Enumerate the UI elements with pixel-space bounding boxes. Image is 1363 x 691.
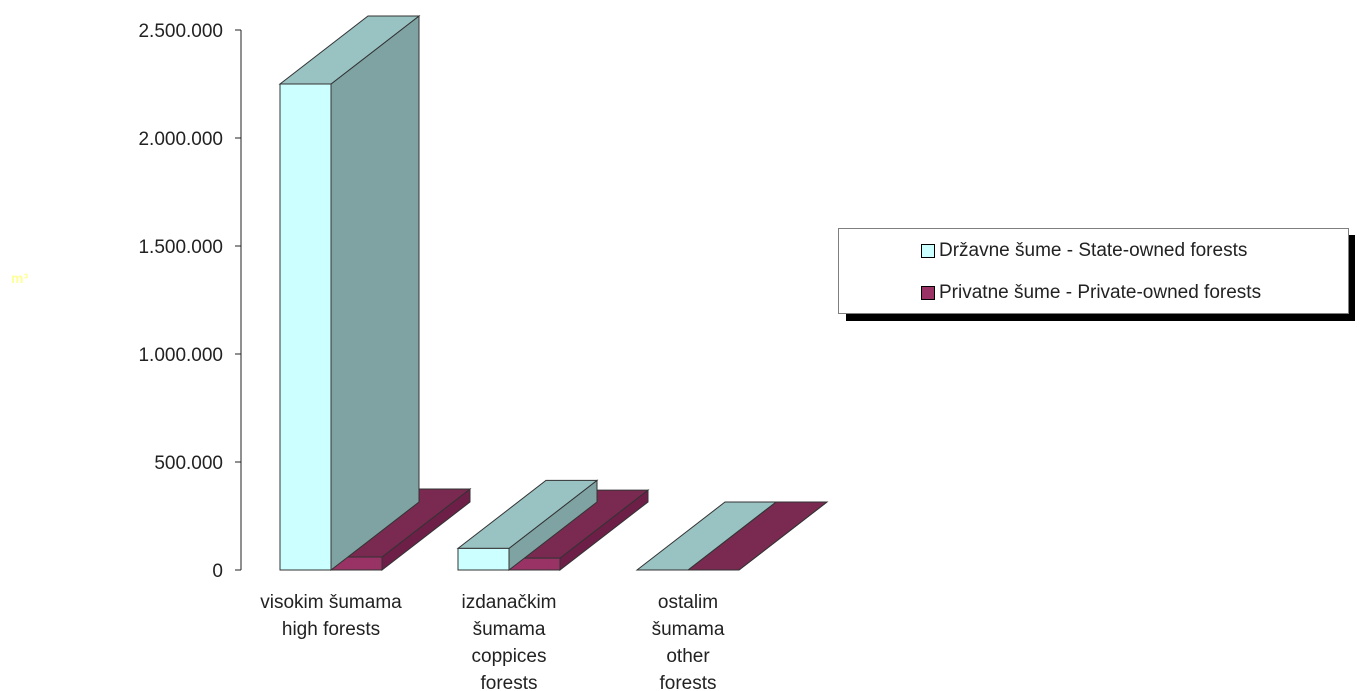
category-label: šumama bbox=[652, 619, 725, 640]
bar-state-0 bbox=[278, 14, 421, 572]
legend-label-private: Privatne šume - Private-owned forests bbox=[939, 282, 1262, 303]
y-tick-label: 2.500.000 bbox=[138, 21, 223, 42]
bars bbox=[278, 14, 829, 572]
category-label: high forests bbox=[282, 619, 380, 640]
category-label: šumama bbox=[473, 619, 546, 640]
legend-swatch-private bbox=[921, 286, 935, 300]
category-label: other bbox=[666, 646, 710, 667]
bar-state-1-front bbox=[457, 547, 510, 571]
y-tick-label: 2.000.000 bbox=[138, 129, 223, 150]
category-label: visokim šumama bbox=[260, 592, 402, 613]
y-axis-unit: m³ bbox=[11, 270, 28, 286]
y-tick-label: 500.000 bbox=[154, 453, 223, 474]
bar-state-1 bbox=[456, 479, 599, 572]
y-tick-label: 1.000.000 bbox=[138, 345, 223, 366]
y-tick-label: 0 bbox=[212, 561, 223, 582]
legend-item-state: Državne šume - State-owned forests bbox=[921, 239, 1247, 263]
bar-state-2-top bbox=[635, 501, 778, 571]
y-tick-label: 1.500.000 bbox=[138, 237, 223, 258]
legend-swatch-state bbox=[921, 244, 935, 258]
category-label: forests bbox=[659, 673, 716, 691]
bar-state-2 bbox=[635, 501, 778, 571]
legend-item-private: Privatne šume - Private-owned forests bbox=[921, 281, 1261, 305]
category-label: forests bbox=[480, 673, 537, 691]
legend: Državne šume - State-owned forests Priva… bbox=[838, 228, 1349, 314]
category-labels: visokim šumama high forests izdanačkim šuma… bbox=[260, 592, 725, 691]
bar-state-0-side bbox=[330, 14, 420, 572]
category-label: izdanačkim bbox=[461, 592, 556, 613]
bar-state-0-front bbox=[279, 83, 332, 571]
category-label: ostalim bbox=[658, 592, 718, 613]
legend-label-state: Državne šume - State-owned forests bbox=[939, 240, 1248, 261]
y-axis: 0 500.000 1.000.000 1.500.000 2.000.000 2.500… bbox=[138, 21, 242, 582]
category-label: coppices bbox=[472, 646, 547, 667]
